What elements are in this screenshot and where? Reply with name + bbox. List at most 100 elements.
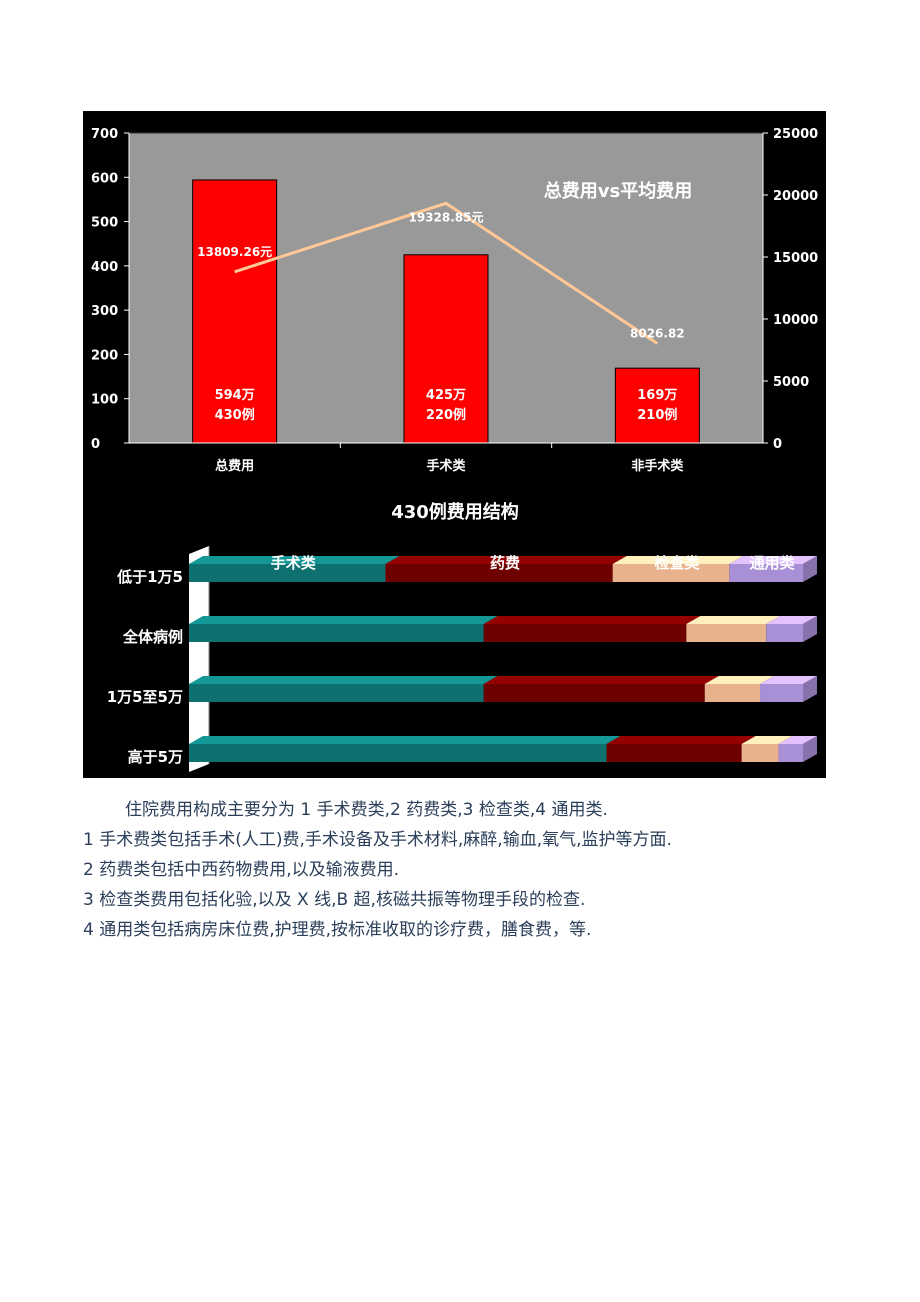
segment-top-2-1	[483, 676, 719, 684]
bar-0	[192, 179, 278, 444]
segment-front-2-3	[760, 684, 803, 702]
category-label-2: 1万5至5万	[107, 688, 183, 706]
y2-tick-label-0: 25000	[773, 127, 818, 142]
text-line-general: 4 通用类包括病房床位费,护理费,按标准收取的诊疗费，膳食费，等.	[83, 920, 592, 940]
bar-2	[614, 367, 700, 444]
segment-front-2-1	[483, 684, 705, 702]
segment-end-2	[803, 676, 817, 702]
chart-title: 430例费用结构	[391, 501, 519, 523]
combo-chart-total-vs-average: 594万 430例 425万 220例 169万 210例 13809.26元 19328.…	[83, 111, 826, 484]
description-text: 住院费用构成主要分为 1 手术费类,2 药费类,3 检查类,4 通用类. 1 手…	[83, 795, 843, 945]
x-tick-label-1: 手术类	[426, 458, 466, 474]
segment-0-3	[729, 556, 817, 582]
text-line-drugs: 2 药费类包括中西药物费用,以及输液费用.	[83, 860, 400, 880]
bar-data-label-2-0: 169万	[637, 388, 677, 403]
y-tick-label-0: 700	[91, 127, 118, 142]
segment-3-3	[778, 736, 817, 762]
y2-tick-label-3: 10000	[773, 313, 818, 328]
x-tick-label-0: 总费用	[215, 458, 254, 474]
bar-data-label-1-1: 220例	[426, 407, 466, 423]
segment-3-1	[606, 736, 756, 762]
segment-top-1-3	[766, 616, 817, 624]
x-tick-label-2: 非手术类	[631, 458, 684, 474]
bar-data-label-0-0: 594万	[215, 388, 255, 403]
category-label-3: 高于5万	[128, 748, 183, 766]
segment-front-1-1	[483, 624, 687, 642]
segment-front-3-3	[778, 744, 803, 762]
segment-top-3-3	[778, 736, 817, 744]
y-tick-label-4: 300	[91, 304, 118, 319]
segment-top-1-1	[483, 616, 701, 624]
segment-top-0-2	[612, 556, 744, 564]
segment-front-1-2	[686, 624, 767, 642]
segment-0-0	[189, 556, 400, 582]
y-tick-label-6: 100	[91, 393, 118, 408]
segment-top-0-0	[189, 556, 400, 564]
segment-1-0	[189, 616, 498, 642]
segment-top-1-0	[189, 616, 498, 624]
segment-front-3-2	[741, 744, 779, 762]
y2-tick-label-4: 5000	[773, 375, 809, 390]
y-tick-label-7: 0	[91, 437, 100, 452]
segment-front-3-0	[189, 744, 607, 762]
line-data-label-2: 8026.82	[630, 326, 685, 340]
segment-1-1	[483, 616, 701, 642]
segment-end-3	[803, 736, 817, 762]
segment-end-1	[803, 616, 817, 642]
segment-top-0-1	[385, 556, 627, 564]
segment-3-0	[189, 736, 621, 762]
y2-tick-label-2: 15000	[773, 251, 818, 266]
segment-front-2-0	[189, 684, 484, 702]
bar-1	[403, 254, 489, 444]
chart-title: 总费用vs平均费用	[544, 180, 692, 202]
y-tick-label-2: 500	[91, 216, 118, 231]
y2-tick-label-1: 20000	[773, 189, 818, 204]
average-cost-line	[234, 201, 659, 345]
segment-2-1	[483, 676, 719, 702]
segment-front-0-3	[729, 564, 803, 582]
segment-2-3	[760, 676, 817, 702]
series-label-0: 手术类	[271, 554, 317, 572]
segment-end-0	[803, 556, 817, 582]
segment-top-2-3	[760, 676, 817, 684]
segment-front-1-0	[189, 624, 484, 642]
segment-top-2-0	[189, 676, 498, 684]
segment-top-0-3	[729, 556, 817, 564]
segment-front-2-2	[704, 684, 761, 702]
bar-data-label-2-1: 210例	[637, 407, 677, 423]
segment-front-1-3	[766, 624, 803, 642]
segment-top-3-2	[741, 736, 793, 744]
segment-front-3-1	[606, 744, 742, 762]
text-line-surgery: 1 手术费类包括手术(人工)费,手术设备及手术材料,麻醉,输血,氧气,监护等方面…	[83, 830, 672, 850]
segment-2-2	[704, 676, 775, 702]
segment-front-0-0	[189, 564, 386, 582]
bar-data-label-0-1: 430例	[215, 407, 255, 423]
segment-0-1	[385, 556, 627, 582]
segment-1-3	[766, 616, 817, 642]
segment-2-0	[189, 676, 498, 702]
segment-0-2	[612, 556, 744, 582]
segment-top-3-1	[606, 736, 756, 744]
segment-top-2-2	[704, 676, 775, 684]
category-label-0: 低于1万5	[116, 568, 183, 586]
segment-front-0-1	[385, 564, 613, 582]
series-label-2: 检查类	[654, 554, 700, 572]
y-tick-label-1: 600	[91, 171, 118, 186]
series-label-1: 药费	[490, 554, 520, 572]
line-data-label-1: 19328.85元	[408, 210, 483, 224]
text-line-exam: 3 检查类费用包括化验,以及 X 线,B 超,核磁共振等物理手段的检查.	[83, 890, 586, 910]
category-label-1: 全体病例	[122, 628, 183, 646]
segment-1-2	[686, 616, 781, 642]
y2-tick-label-5: 0	[773, 437, 782, 452]
segment-top-1-2	[686, 616, 781, 624]
bar-data-label-1-0: 425万	[426, 388, 466, 403]
line-data-label-0: 13809.26元	[197, 245, 272, 259]
segment-3-2	[741, 736, 793, 762]
y-tick-label-5: 200	[91, 348, 118, 363]
segment-front-0-2	[612, 564, 730, 582]
segment-top-3-0	[189, 736, 621, 744]
y-tick-label-3: 400	[91, 260, 118, 275]
series-label-3: 通用类	[750, 554, 796, 572]
chart-wall	[189, 546, 209, 772]
